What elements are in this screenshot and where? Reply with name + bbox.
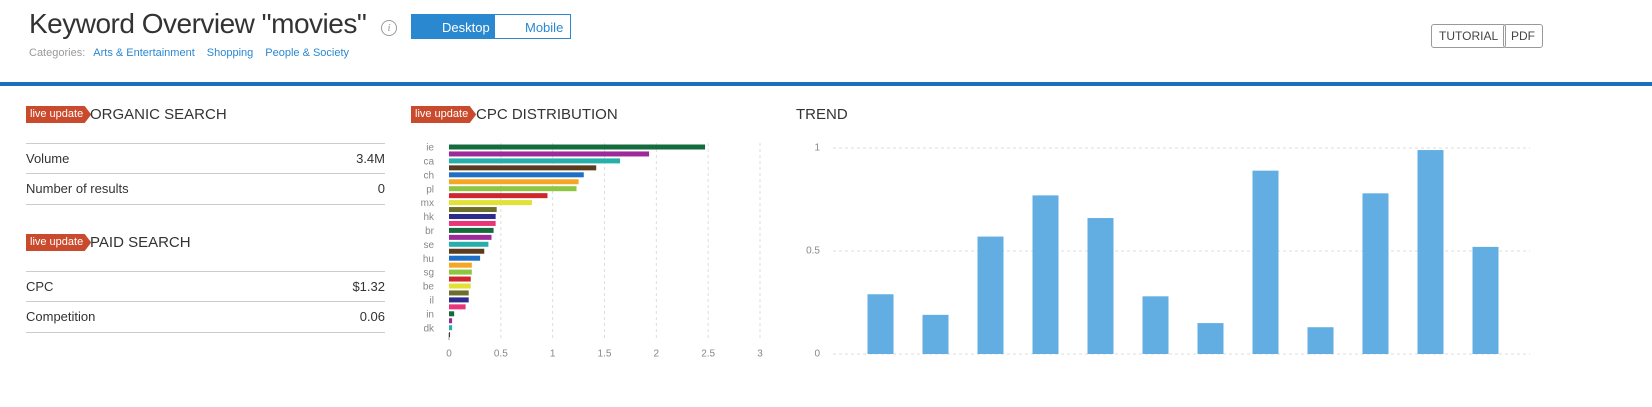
metric-row: CPC $1.32 [26,271,385,302]
bar [449,297,469,303]
categories-label: Categories: [29,47,86,59]
y-tick-label: ca [423,157,434,168]
section-title: PAID SEARCH [90,234,191,251]
bar [449,318,453,324]
bar [449,179,579,185]
bar [449,200,532,206]
chart-title: TREND [796,106,848,123]
live-badge: live update [26,106,92,123]
tutorial-button[interactable]: TUTORIAL [1431,24,1507,48]
bar [449,207,497,213]
y-tick-label: be [423,282,435,293]
y-tick-label: sg [423,268,434,279]
bar [1032,195,1059,354]
bar [449,227,494,233]
bar [977,236,1004,354]
metric-value: $1.32 [352,279,385,294]
x-tick-label: 0 [446,349,452,360]
metric-value: 3.4M [356,151,385,166]
bar [1417,150,1444,354]
bar [449,325,453,331]
info-icon[interactable]: i [381,20,397,36]
mobile-tab[interactable]: Mobile [494,14,571,39]
bar [449,144,706,150]
bar [922,314,949,354]
category-link[interactable]: People & Society [265,47,350,59]
bar [1142,296,1169,354]
x-tick-label: 2.5 [701,349,715,360]
y-tick-label: hu [423,254,434,265]
y-tick-label: pl [426,184,434,195]
metric-label: CPC [26,279,54,294]
y-tick-label: 0 [814,349,820,360]
bar [449,290,469,296]
pdf-button[interactable]: PDF [1503,24,1543,48]
x-tick-label: 1 [550,349,556,360]
bar [449,234,492,240]
y-tick-label: in [426,309,434,320]
y-tick-label: br [425,226,435,237]
metric-row: Competition 0.06 [26,301,385,333]
x-tick-label: 3 [757,349,763,360]
bar [449,283,471,289]
bar [449,193,548,199]
live-badge: live update [411,106,477,123]
y-tick-label: 1 [814,143,820,154]
bar [449,269,472,275]
metric-label: Competition [26,309,96,324]
bar [449,172,584,178]
bar [1087,218,1114,354]
bar [867,294,894,354]
bar [449,165,597,171]
y-tick-label: se [423,240,434,251]
category-link[interactable]: Arts & Entertainment [93,47,195,59]
y-tick-label: 0.5 [806,246,820,257]
y-tick-label: hk [423,212,435,223]
y-tick-label: mx [421,198,434,209]
bar [1197,323,1224,354]
bar [449,311,455,317]
trend-chart: 00.51 [806,143,1530,360]
metric-row: Volume 3.4M [26,143,385,174]
bar [1252,170,1279,354]
x-tick-label: 2 [654,349,660,360]
categories: Categories: Arts & Entertainment Shopping P… [29,47,349,59]
metric-value: 0.06 [359,309,385,324]
y-tick-label: il [430,296,434,307]
bar [449,248,485,254]
divider [0,82,1652,86]
bar [449,214,496,219]
bar [449,255,481,261]
metric-label: Number of results [26,181,129,196]
bar [449,151,650,157]
bar [1307,327,1334,354]
y-tick-label: ie [426,143,434,154]
bar [449,262,472,268]
x-tick-label: 0.5 [494,349,508,360]
bar [449,158,621,164]
bar [449,220,496,226]
bar [449,186,577,192]
category-link[interactable]: Shopping [206,47,254,59]
y-tick-label: ch [423,170,434,181]
bar [1472,246,1499,354]
bar [449,304,466,310]
x-tick-label: 1.5 [598,349,612,360]
bar [449,332,451,338]
bar [449,276,471,282]
bar [449,241,489,247]
metric-label: Volume [26,151,70,166]
y-tick-label: dk [423,323,435,334]
page-title: Keyword Overview "movies" [29,8,367,39]
bar [1362,193,1389,354]
desktop-tab[interactable]: Desktop [411,14,495,39]
metric-value: 0 [377,181,385,196]
section-title: ORGANIC SEARCH [90,106,227,123]
live-badge: live update [26,234,92,251]
cpc-chart: 0 0.5 1 1.5 2 2.5 3 ie ca ch pl mx hk br se hu sg be il in d… [421,143,764,360]
metric-row: Number of results 0 [26,173,385,205]
chart-title: CPC DISTRIBUTION [476,106,618,123]
